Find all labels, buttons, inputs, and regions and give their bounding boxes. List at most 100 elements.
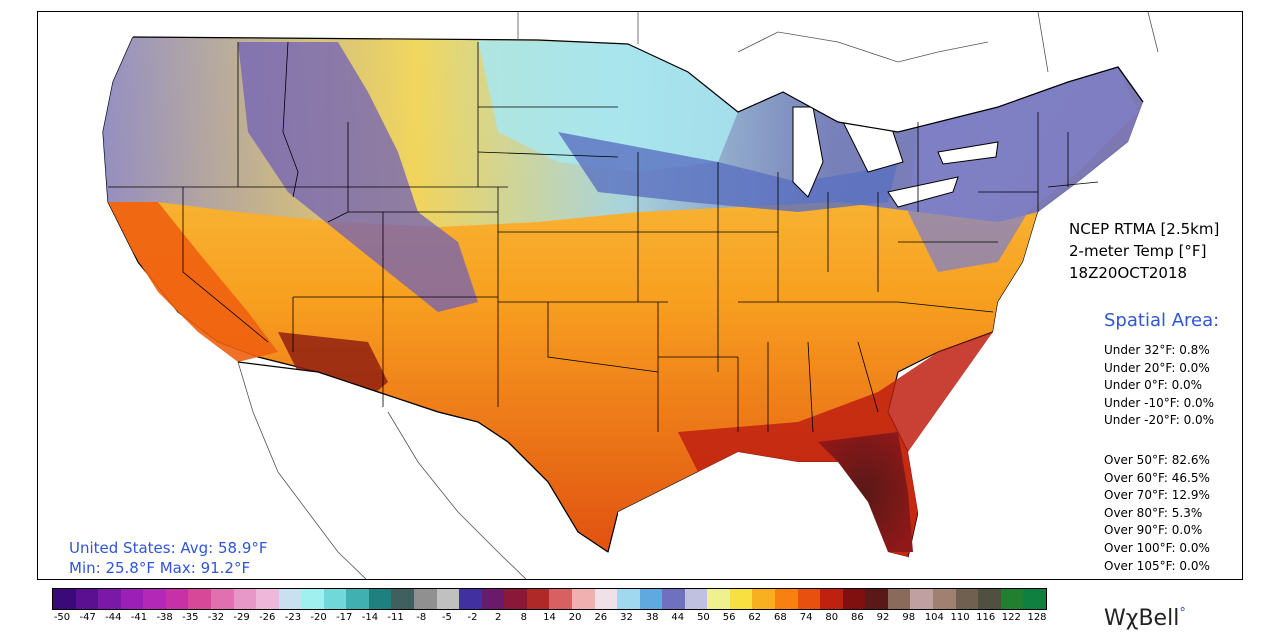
colorbar-swatch — [165, 589, 189, 609]
colorbar-tick-label: -17 — [336, 612, 353, 623]
over-threshold-item: Over 100°F: 0.0% — [1104, 540, 1210, 555]
colorbar-swatch — [842, 589, 866, 609]
under-threshold-item: Under 0°F: 0.0% — [1104, 378, 1203, 393]
colorbar-tick-label: -41 — [130, 612, 148, 623]
over-threshold-item: Over 80°F: 5.3% — [1104, 505, 1203, 520]
colorbar-tick-label: -23 — [284, 612, 302, 623]
atlantic-ocean — [908, 52, 1242, 579]
under-thresholds-list: Under 32°F: 0.8% Under 20°F: 0.0% Under … — [1104, 342, 1214, 430]
colorbar-swatch — [414, 589, 437, 609]
colorbar-swatch — [346, 589, 369, 609]
colorbar-swatch — [549, 589, 572, 609]
colorbar-tick-label: -26 — [259, 612, 276, 623]
brand-mark: ° — [1179, 606, 1186, 621]
colorbar-tick-label: 104 — [924, 612, 944, 623]
under-threshold-item: Under -10°F: 0.0% — [1104, 395, 1215, 410]
mexico-outline — [237, 361, 527, 579]
colorbar-swatch — [233, 589, 257, 609]
colorbar-tick-label: 2 — [494, 612, 502, 623]
colorbar-swatch — [639, 589, 663, 609]
colorbar-tick-label: 86 — [851, 612, 864, 623]
colorbar-swatch — [684, 589, 708, 609]
colorbar-ticks: -50 -47 -44 -41 -38 -35 -32 -29 -26 -23 -20 -17 -14-… — [52, 612, 1047, 626]
colorbar-tick-label: 128 — [1027, 612, 1047, 623]
colorbar-tick-label: -29 — [233, 612, 250, 623]
upper-midwest-cool-region — [478, 40, 738, 172]
colorbar-swatch — [526, 589, 550, 609]
colorbar-swatch — [75, 589, 99, 609]
colorbar-swatch — [707, 589, 730, 609]
california-warm-region — [108, 202, 278, 362]
midwest-blue-region — [558, 132, 898, 212]
colorbar-swatch — [98, 589, 121, 609]
over-threshold-item: Over 60°F: 46.5% — [1104, 470, 1210, 485]
colorbar-swatch — [775, 589, 798, 609]
over-thresholds-list: Over 50°F: 82.6% Over 60°F: 46.5% Over 7… — [1104, 452, 1210, 575]
colorbar-tick-label: 110 — [950, 612, 970, 623]
colorbar-swatch — [978, 589, 1001, 609]
colorbar-swatch — [617, 589, 640, 609]
under-threshold-item: Under 32°F: 0.8% — [1104, 343, 1210, 357]
florida-extreme-region — [818, 432, 913, 552]
colorbar-tick-label: -8 — [416, 612, 427, 623]
colorbar-tick-label: 62 — [748, 612, 762, 623]
wxbell-logo: WχBell° — [1104, 606, 1186, 631]
colorbar-swatch — [504, 589, 527, 609]
colorbar-tick-label: 98 — [902, 612, 916, 623]
under-threshold-item: Under 20°F: 0.0% — [1104, 360, 1210, 375]
us-stats: United States: Avg: 58.9°F Min: 25.8°F M… — [69, 538, 268, 578]
product-info: NCEP RTMA [2.5km] 2-meter Temp [°F] 18Z2… — [1069, 218, 1219, 284]
over-threshold-item: Over 70°F: 12.9% — [1104, 488, 1210, 503]
colorbar-swatch — [301, 589, 324, 609]
state-borders — [108, 41, 1099, 433]
colorbar-swatch — [188, 589, 211, 609]
colorbar-tick-label: 26 — [594, 612, 608, 623]
colorbar-tick-label: 38 — [645, 612, 659, 623]
colorbar-swatch — [323, 589, 347, 609]
colorbar-tick-label: -14 — [361, 612, 379, 623]
temperature-map — [38, 12, 1242, 579]
colorbar-swatch — [955, 589, 979, 609]
colorbar-swatch — [571, 589, 595, 609]
colorbar-swatch — [143, 589, 166, 609]
colorbar-swatch — [368, 589, 392, 609]
product-source: NCEP RTMA [2.5km] — [1069, 220, 1220, 238]
colorbar-tick-label: 56 — [722, 612, 736, 623]
colorbar-tick-label: 32 — [620, 612, 633, 623]
lake-ontario — [937, 141, 999, 165]
colorbar-swatch — [278, 589, 302, 609]
colorbar-swatch — [662, 589, 685, 609]
map-panel — [37, 11, 1243, 580]
colorbar-swatch — [865, 589, 888, 609]
colorbar-swatch — [594, 589, 618, 609]
colorbar-swatch — [1000, 589, 1024, 609]
over-threshold-item: Over 90°F: 0.0% — [1104, 523, 1203, 538]
rockies-cold-region — [238, 42, 478, 312]
colorbar-tick-label: 80 — [825, 612, 839, 623]
gulf-and-atlantic — [618, 452, 918, 579]
colorbar-swatch — [256, 589, 279, 609]
colorbar-swatch — [120, 589, 144, 609]
colorbar-tick-label: 44 — [671, 612, 685, 623]
colorbar-swatch — [53, 589, 76, 609]
mexico-border — [237, 361, 609, 553]
colorbar-tick-label: 20 — [568, 612, 582, 623]
colorbar-swatch — [910, 589, 933, 609]
colorbar-tick-label: -20 — [310, 612, 327, 623]
product-valid-time: 18Z20OCT2018 — [1069, 264, 1188, 282]
colorbar-tick-label: -35 — [182, 612, 199, 623]
canada-outline — [517, 12, 1159, 73]
colorbar-tick-label: -44 — [105, 612, 122, 623]
colorbar-swatch — [932, 589, 956, 609]
colorbar-swatch — [752, 589, 775, 609]
colorbar-tick-label: -32 — [207, 612, 225, 623]
colorbar-tick-label: 50 — [697, 612, 710, 623]
colorbar-tick-label: -5 — [441, 612, 452, 623]
colorbar-swatch — [459, 589, 482, 609]
colorbar-swatch — [820, 589, 843, 609]
mexico-region — [238, 362, 618, 579]
colorbar-swatch — [481, 589, 505, 609]
colorbar-tick-label: 116 — [976, 612, 996, 623]
brand-name: WχBell — [1104, 606, 1180, 631]
colorbar-swatch — [797, 589, 821, 609]
